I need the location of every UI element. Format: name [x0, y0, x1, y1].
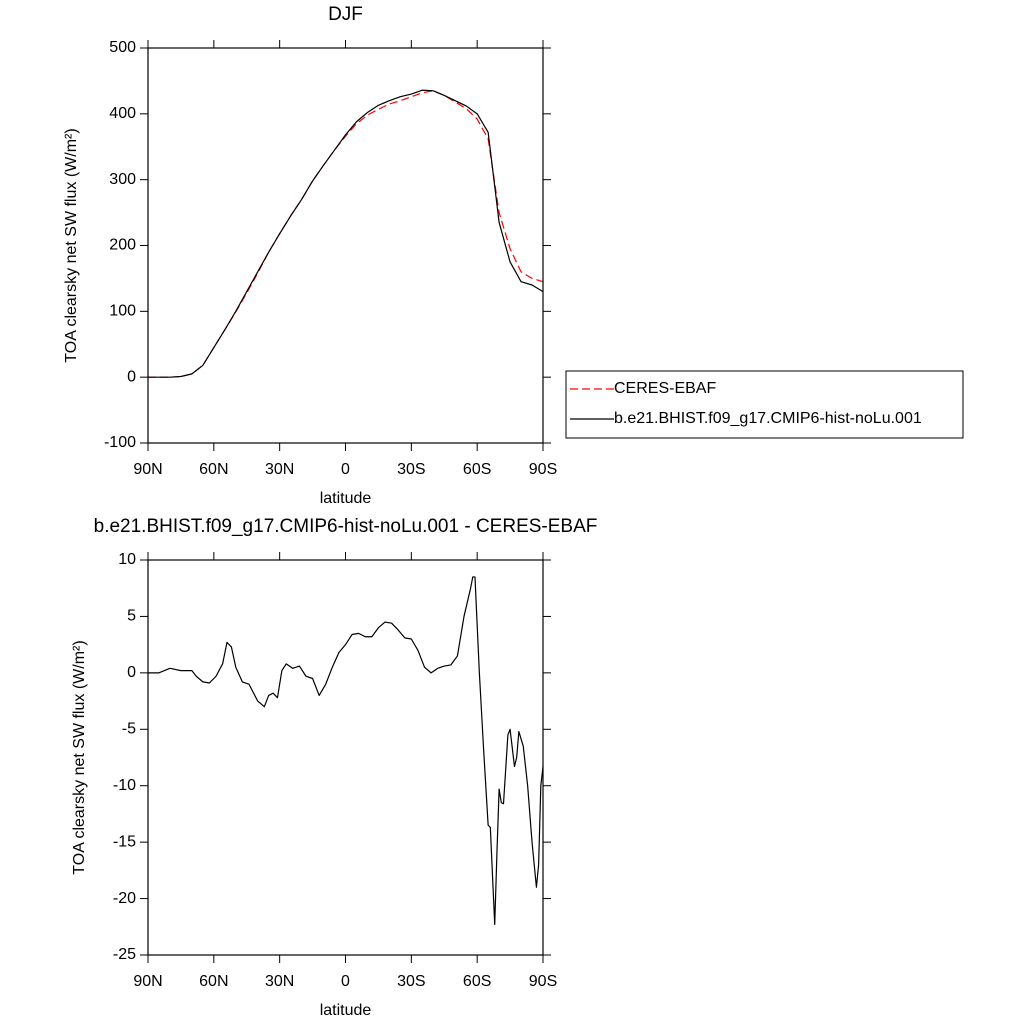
y-tick-label: 500 [109, 39, 136, 56]
x-tick-label: 60N [199, 973, 228, 990]
chart-title: b.e21.BHIST.f09_g17.CMIP6-hist-noLu.001 … [94, 516, 598, 537]
y-tick-label: 200 [109, 237, 136, 254]
x-tick-label: 30S [397, 973, 425, 990]
chart-title: DJF [328, 4, 363, 25]
y-tick-label: 100 [109, 303, 136, 320]
x-tick-label: 0 [341, 973, 350, 990]
y-tick-label: -20 [113, 890, 136, 907]
x-tick-label: 60S [463, 973, 491, 990]
plot: b.e21.BHIST.f09_g17.CMIP6-hist-noLu.001 … [71, 516, 597, 1019]
x-tick-label: 30N [265, 461, 294, 478]
y-tick-label: 5 [127, 608, 136, 625]
y-tick-label: -10 [113, 777, 136, 794]
x-axis-label: latitude [320, 1002, 372, 1019]
x-tick-label: 30N [265, 973, 294, 990]
y-tick-label: 300 [109, 171, 136, 188]
y-tick-label: -15 [113, 833, 136, 850]
series-line [148, 90, 544, 378]
x-tick-label: 60S [463, 461, 491, 478]
legend: CERES-EBAF b.e21.BHIST.f09_g17.CMIP6-hist… [565, 370, 964, 439]
x-tick-label: 30S [397, 461, 425, 478]
y-axis-label: TOA clearsky net SW flux (W/m²) [63, 128, 80, 362]
y-tick-label: 10 [118, 551, 136, 568]
series-line [148, 576, 544, 926]
y-tick-label: -5 [122, 721, 136, 738]
x-tick-label: 90N [133, 461, 162, 478]
y-tick-label: 0 [127, 664, 136, 681]
y-tick-label: 0 [127, 368, 136, 385]
x-tick-label: 90S [529, 973, 557, 990]
y-tick-label: 400 [109, 105, 136, 122]
x-tick-label: 90S [529, 461, 557, 478]
y-tick-label: -25 [113, 946, 136, 963]
plot-frame [147, 47, 544, 444]
x-tick-label: 60N [199, 461, 228, 478]
plot: DJF latitude TOA clearsky net SW flux (W/m… [63, 4, 557, 507]
x-tick-label: 0 [341, 461, 350, 478]
x-tick-label: 90N [133, 973, 162, 990]
x-axis-label: latitude [320, 490, 372, 507]
y-axis-label: TOA clearsky net SW flux (W/m²) [71, 640, 88, 874]
legend-label: b.e21.BHIST.f09_g17.CMIP6-hist-noLu.001 [614, 410, 922, 427]
series-line [148, 89, 544, 378]
legend-label: CERES-EBAF [614, 380, 716, 397]
legend-box [565, 370, 964, 439]
plot-frame [147, 559, 544, 956]
y-tick-label: -100 [104, 434, 136, 451]
